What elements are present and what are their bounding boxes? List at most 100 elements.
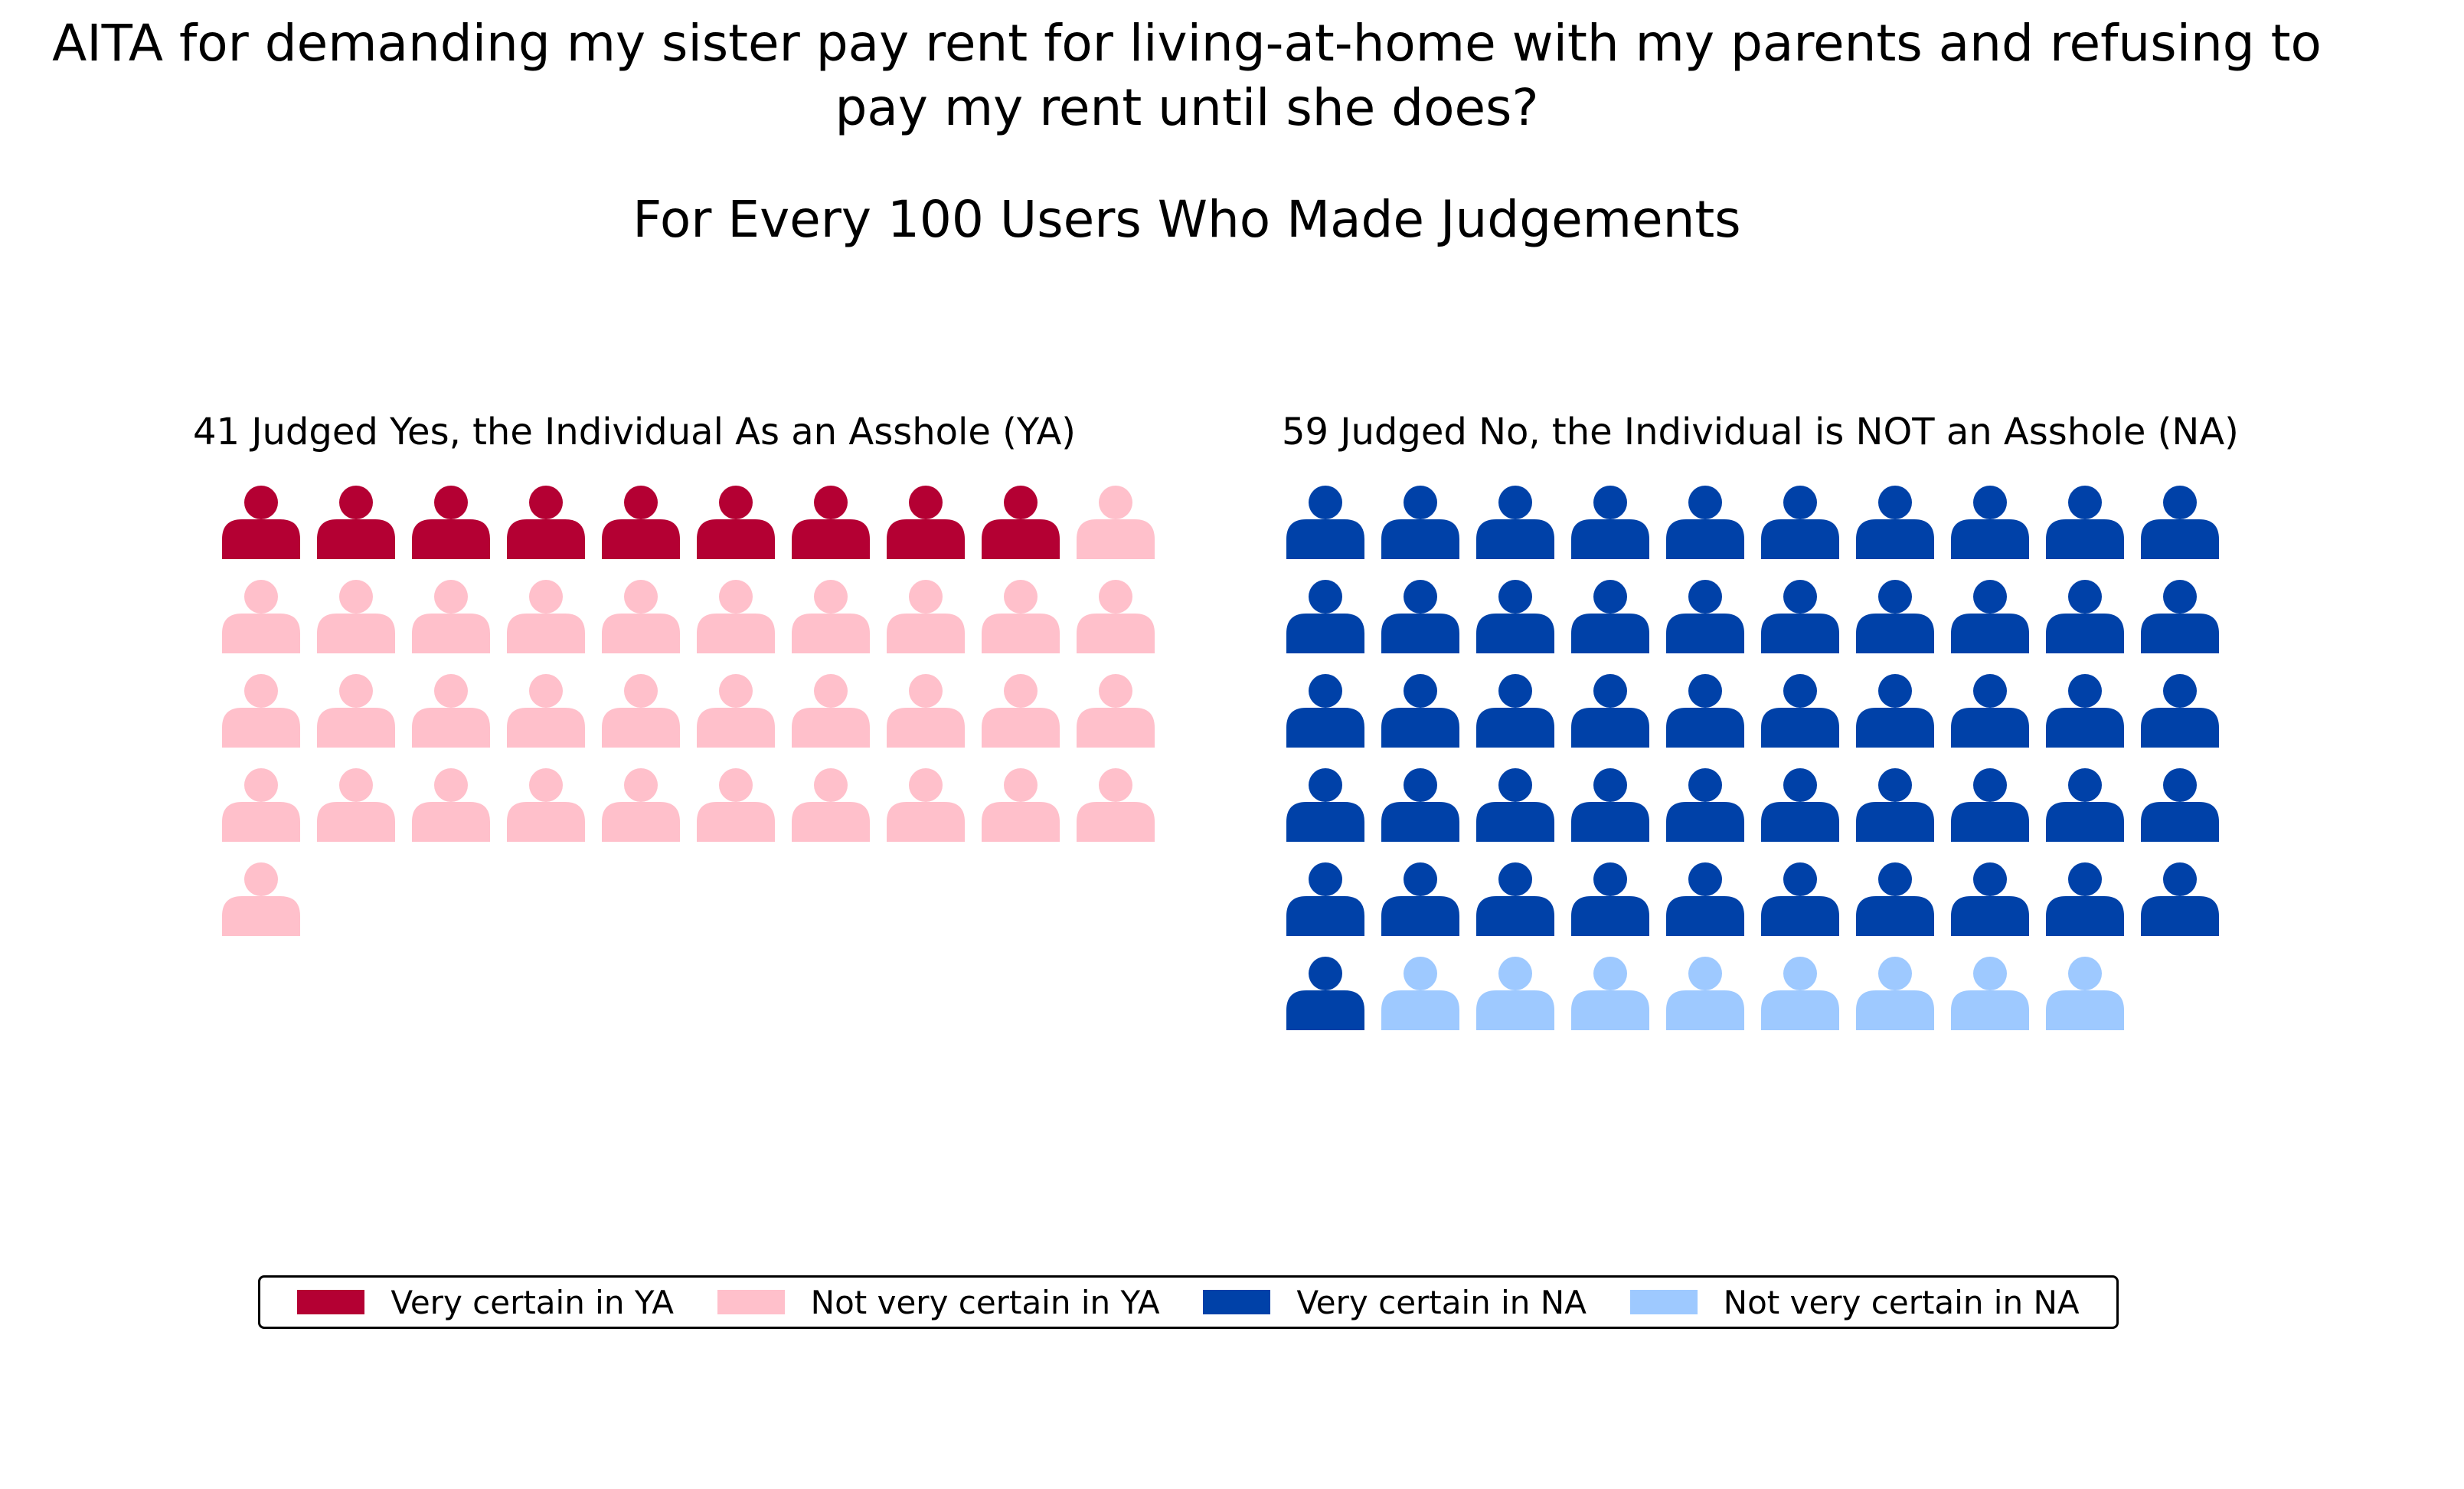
person-icon [1077,674,1155,748]
person-icon [982,580,1060,653]
person-icon [1856,486,1934,559]
person-icon [1761,580,1839,653]
person-icon [2046,862,2124,936]
person-icon [2046,768,2124,842]
person-icon [887,674,965,748]
person-icon [1286,768,1364,842]
person-icon [1077,486,1155,559]
person-icon [602,768,680,842]
person-icon [412,674,490,748]
person-icon [1476,957,1554,1030]
person-icon [982,486,1060,559]
person-icon [1666,674,1744,748]
person-icon [222,580,300,653]
legend-swatch-not-very-certain-ya [717,1290,785,1314]
legend-label-not-very-certain-ya: Not very certain in YA [810,1283,1160,1321]
person-icon [697,486,775,559]
person-icon [2141,580,2219,653]
person-icon [1666,486,1744,559]
person-icon [1381,957,1459,1030]
legend-item-not-very-certain-ya: Not very certain in YA [717,1284,1160,1321]
person-icon [1381,768,1459,842]
legend-label-very-certain-na: Very certain in NA [1296,1283,1587,1321]
person-icon [1856,580,1934,653]
person-icon [1077,580,1155,653]
panel-title-na: 59 Judged No, the Individual is NOT an A… [1282,411,2239,453]
person-icon [792,486,870,559]
person-icon [1951,768,2029,842]
person-icon [412,768,490,842]
person-icon [2046,580,2124,653]
person-icon [1476,674,1554,748]
legend-item-not-very-certain-na: Not very certain in NA [1629,1283,2080,1321]
person-icon [1286,862,1364,936]
person-icon [1476,580,1554,653]
person-icon [1951,862,2029,936]
legend-label-not-very-certain-na: Not very certain in NA [1723,1283,2080,1321]
chart-title-line-2: pay my rent until she does? [835,78,1539,137]
person-icon [317,674,395,748]
person-icon [792,580,870,653]
person-icon [602,674,680,748]
person-icon [602,486,680,559]
person-icon [2046,486,2124,559]
person-icon [2141,768,2219,842]
person-icon [222,768,300,842]
person-icon [2046,674,2124,748]
person-icon [1571,674,1649,748]
person-icon [317,768,395,842]
person-icon [1381,486,1459,559]
person-icon [1476,862,1554,936]
person-icon [982,674,1060,748]
legend: Very certain in YA Not very certain in Y… [258,1275,2119,1329]
person-icon [887,486,965,559]
person-icon [1666,768,1744,842]
person-icon [1571,768,1649,842]
person-icon [1476,768,1554,842]
person-icon [1286,957,1364,1030]
person-icon [222,486,300,559]
person-icon [1571,862,1649,936]
legend-swatch-very-certain-na [1203,1290,1271,1314]
legend-item-very-certain-ya: Very certain in YA [297,1284,674,1321]
person-icon [1666,580,1744,653]
person-icon [697,674,775,748]
legend-swatch-not-very-certain-na [1629,1290,1698,1314]
person-icon [1666,862,1744,936]
legend-swatch-very-certain-ya [297,1290,365,1314]
person-icon [1761,486,1839,559]
person-icon [1381,674,1459,748]
person-icon [1286,674,1364,748]
person-icon [1666,957,1744,1030]
person-icon [2141,486,2219,559]
person-icon [1077,768,1155,842]
person-icon [1571,486,1649,559]
person-icon [1951,580,2029,653]
person-icon [887,768,965,842]
chart-subtitle: For Every 100 Users Who Made Judgements [632,190,1741,249]
legend-item-very-certain-na: Very certain in NA [1203,1284,1587,1321]
person-icon [887,580,965,653]
person-icon [222,674,300,748]
person-icon [317,486,395,559]
person-icon [1381,580,1459,653]
person-icon [1856,674,1934,748]
person-icon [2141,862,2219,936]
person-icon [412,580,490,653]
person-icon [1951,486,2029,559]
person-icon [982,768,1060,842]
person-icon [602,580,680,653]
person-icon [1761,957,1839,1030]
person-icon [1761,674,1839,748]
person-icon [697,768,775,842]
person-icon [507,580,585,653]
person-icon [1951,957,2029,1030]
person-icon [412,486,490,559]
person-icon [1571,957,1649,1030]
person-icon [1286,580,1364,653]
person-icon [792,674,870,748]
legend-label-very-certain-ya: Very certain in YA [391,1283,674,1321]
person-icon [1571,580,1649,653]
